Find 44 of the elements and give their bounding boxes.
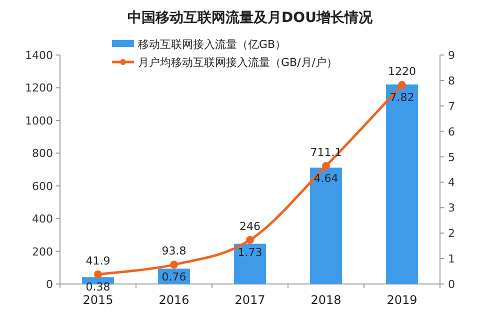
data-label: 93.8	[162, 244, 186, 258]
x-tick-label: 2017	[234, 293, 266, 307]
y2-tick-label: 6	[448, 125, 455, 138]
data-label: 7.82	[390, 91, 414, 104]
y2-tick-label: 8	[448, 74, 455, 88]
x-tick-label: 2019	[386, 293, 418, 307]
data-label: 1220	[388, 65, 416, 78]
x-tick-label: 2016	[158, 293, 190, 307]
chart-title: 中国移动互联网流量及月DOU增长情况	[128, 9, 374, 26]
data-label: 1.73	[238, 246, 262, 259]
y-tick-label: 1200	[25, 82, 53, 95]
y2-tick-label: 0	[448, 278, 455, 291]
point	[322, 162, 330, 170]
point	[398, 81, 406, 90]
y2-tick-label: 2	[448, 227, 455, 240]
data-label: 0.38	[86, 280, 110, 294]
bar	[386, 84, 418, 284]
point	[246, 236, 254, 244]
x-tick-label: 2018	[310, 293, 342, 307]
point	[94, 270, 102, 278]
legend-label: 月户均移动互联网接入流量（GB/月/户）	[138, 56, 338, 69]
y-tick-label: 0	[46, 278, 53, 291]
data-label: 246	[240, 220, 260, 233]
legend-label: 移动互联网接入流量（亿GB）	[138, 38, 286, 51]
y2-tick-label: 5	[448, 150, 455, 164]
bar	[234, 244, 266, 284]
y2-tick-label: 3	[448, 202, 455, 215]
y2-tick-label: 4	[448, 176, 455, 190]
y-tick-label: 600	[32, 180, 53, 193]
y-tick-label: 800	[32, 147, 53, 160]
point	[170, 260, 178, 269]
y2-tick-label: 1	[448, 252, 455, 266]
bar	[82, 277, 114, 284]
data-label: 41.9	[86, 254, 110, 268]
y2-tick-label: 7	[448, 100, 455, 113]
bar	[310, 168, 342, 284]
data-label: 0.76	[162, 270, 186, 284]
y2-tick-label: 9	[448, 49, 455, 62]
data-label: 4.64	[314, 172, 338, 185]
y-tick-label: 1000	[25, 114, 53, 128]
x-tick-label: 2015	[82, 293, 114, 307]
y-tick-label: 400	[32, 212, 53, 226]
y-tick-label: 200	[32, 245, 53, 258]
y-tick-label: 1400	[25, 49, 53, 62]
